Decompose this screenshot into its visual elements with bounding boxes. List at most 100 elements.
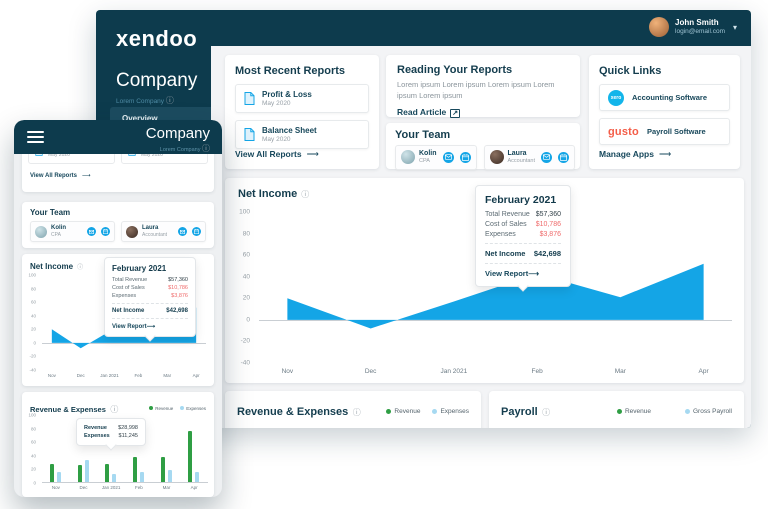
report-name: Profit & Loss: [262, 90, 312, 99]
company-subtitle: Lorem Company ⓘ: [116, 95, 174, 106]
row-label: Revenue: [84, 425, 107, 431]
quick-link-label: Payroll Software: [646, 127, 706, 136]
tooltip-net-row: Net Income $42,698: [485, 243, 561, 258]
tooltip-row: Expenses $11,245: [84, 433, 138, 439]
member-name: Kolin: [419, 150, 437, 157]
your-team-title: Your Team: [30, 208, 71, 217]
x-axis-labels: Nov Dec Jan 2021 Feb Mar Apr: [51, 485, 198, 490]
team-member-laura[interactable]: Laura Accountant: [121, 221, 206, 243]
link-label: View All Reports: [235, 149, 302, 159]
chevron-down-icon[interactable]: ▾: [732, 22, 737, 32]
row-label: Expenses: [485, 231, 516, 238]
calendar-icon[interactable]: [101, 227, 110, 237]
revenue-expenses-card: Revenue & Expenses ⓘ Revenue Expenses: [225, 391, 481, 428]
calendar-icon[interactable]: [192, 227, 201, 237]
reading-reports-title: Reading Your Reports: [397, 64, 513, 76]
report-date: May 2020: [141, 151, 163, 158]
team-members: Kolin CPA Laura Accountant: [395, 145, 576, 170]
revenue-expenses-title-group: Revenue & Expenses ⓘ: [237, 402, 361, 420]
report-balance-sheet[interactable]: Balance Sheet May 2020: [235, 120, 369, 149]
read-article-link[interactable]: Read Article ↗: [397, 107, 569, 118]
revenue-expenses-title-group: Revenue & Expenses ⓘ: [30, 399, 118, 417]
info-icon[interactable]: ⓘ: [301, 189, 310, 199]
net-value: $42,698: [166, 308, 188, 314]
blue-dot-icon: [432, 408, 438, 414]
team-member-kolin[interactable]: Kolin CPA: [395, 145, 477, 170]
row-value: $11,245: [118, 433, 138, 439]
user-menu[interactable]: John Smith login@email.com ▾: [649, 17, 737, 37]
info-icon[interactable]: ⓘ: [110, 405, 119, 414]
report-text: Balance Sheet May 2020: [262, 126, 317, 143]
reading-reports-card: Reading Your Reports Lorem ipsum Lorem i…: [386, 55, 580, 118]
legend-label: Revenue: [155, 405, 174, 411]
calendar-icon[interactable]: [459, 151, 471, 163]
revenue-expenses-tooltip: Revenue $28,998 Expenses $11,245: [76, 418, 146, 446]
member-name: Laura: [142, 225, 159, 231]
info-icon[interactable]: ⓘ: [202, 144, 210, 153]
x-axis-labels: Nov Dec Jan 2021 Feb Mar Apr: [281, 368, 709, 375]
company-subtitle-text: Lorem Company: [116, 98, 165, 105]
legend-revenue: Revenue: [149, 406, 173, 411]
document-icon: [244, 128, 255, 141]
view-all-reports-link[interactable]: View All Reports ⟶: [235, 149, 319, 160]
team-member-kolin[interactable]: Kolin CPA: [30, 221, 115, 243]
tooltip-row: Cost of Sales $10,786: [112, 285, 188, 291]
email-icon[interactable]: [442, 151, 454, 163]
report-profit-loss[interactable]: Profit & Loss May 2020: [235, 84, 369, 113]
legend-label: Gross Payroll: [692, 407, 732, 415]
quick-link-gusto[interactable]: gusto Payroll Software: [599, 118, 730, 145]
legend-label: Expenses: [186, 405, 206, 411]
member-role: CPA: [51, 232, 61, 239]
email-icon[interactable]: [178, 227, 187, 237]
info-icon[interactable]: ⓘ: [77, 265, 84, 271]
report-date: May 2020: [262, 136, 291, 143]
quick-link-xero[interactable]: xero Accounting Software: [599, 84, 730, 111]
tooltip-row: Total Revenue $57,360: [112, 277, 188, 283]
member-text: Kolin CPA: [419, 150, 437, 165]
net-label: Net Income: [112, 308, 145, 314]
document-icon: [244, 92, 255, 105]
recent-reports-title: Most Recent Reports: [235, 65, 346, 77]
legend-label: Expenses: [440, 407, 469, 415]
email-icon[interactable]: [87, 227, 96, 237]
reading-body-text: Lorem ipsum Lorem ipsum Lorem ipsum Lore…: [397, 80, 555, 100]
your-team-title: Your Team: [395, 129, 451, 141]
chart-plot-area[interactable]: [42, 415, 208, 483]
info-icon[interactable]: ⓘ: [352, 408, 361, 417]
hamburger-menu-icon[interactable]: [27, 131, 44, 146]
company-title: Company: [116, 70, 198, 91]
green-dot-icon: [616, 408, 622, 414]
legend-label: Revenue: [624, 407, 651, 415]
tooltip-row: Total Revenue $57,360: [485, 211, 561, 218]
view-report-link[interactable]: View Report⟶: [485, 263, 561, 278]
email-icon[interactable]: [541, 151, 553, 163]
blue-dot-icon: [180, 406, 185, 410]
calendar-icon[interactable]: [558, 151, 570, 163]
row-label: Expenses: [84, 433, 110, 439]
revenue-expenses-header: Revenue & Expenses ⓘ Revenue Expenses: [22, 392, 214, 417]
quick-links-title: Quick Links: [599, 65, 662, 77]
mobile-dashboard-window: Profit & Loss May 2020 Balance Sheet May…: [14, 120, 222, 497]
member-role: CPA: [419, 158, 430, 165]
quick-links-card: Quick Links xero Accounting Software gus…: [589, 55, 740, 169]
info-icon[interactable]: ⓘ: [542, 408, 551, 417]
y-axis-labels: 100 80 60 40 20 0 -20 -40: [28, 272, 36, 373]
row-value: $10,786: [535, 221, 561, 228]
arrow-right-icon: ⟶: [658, 149, 672, 159]
net-income-card: Net Income ⓘ 100 80 60 40 20 0 -20 -40 Nov Dec Ja…: [225, 178, 744, 383]
view-report-link[interactable]: View Report⟶: [112, 318, 188, 330]
legend: Revenue Expenses: [386, 408, 469, 415]
net-income-chart: 100 80 60 40 20 0 -20 -40 Nov Dec Jan 2021 Feb Mar A…: [233, 209, 734, 377]
tooltip-row: Expenses $3,876: [112, 293, 188, 299]
team-members: Kolin CPA Laura Accountant: [30, 221, 206, 243]
tooltip-title: February 2021: [112, 264, 167, 273]
team-member-laura[interactable]: Laura Accountant: [483, 145, 576, 170]
manage-apps-link[interactable]: Manage Apps ⟶: [599, 149, 671, 160]
info-icon[interactable]: ⓘ: [165, 96, 174, 105]
view-all-reports-link[interactable]: View All Reports ⟶: [30, 172, 91, 179]
row-value: $3,876: [171, 293, 188, 299]
row-label: Cost of Sales: [112, 285, 145, 291]
member-role: Accountant: [142, 232, 168, 239]
xendoo-logo: xendoo: [116, 26, 198, 51]
xero-logo: xero: [608, 89, 624, 106]
